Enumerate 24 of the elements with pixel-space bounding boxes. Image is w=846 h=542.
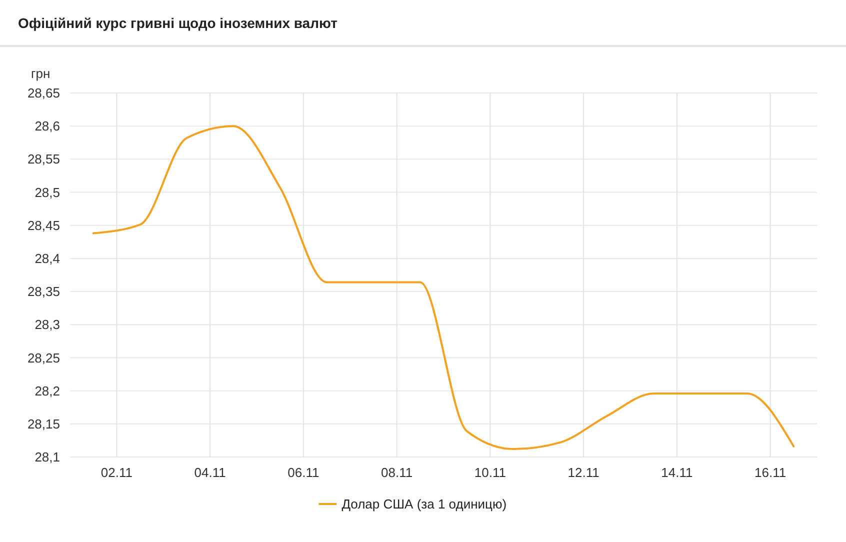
x-tick-label: 08.11 [381, 465, 413, 480]
y-tick-label: 28,6 [34, 118, 60, 134]
y-tick-label: 28,4 [34, 251, 60, 266]
y-tick-label: 28,45 [27, 218, 60, 233]
y-tick-label: 28,65 [27, 86, 60, 101]
y-tick-label: 28,35 [27, 284, 60, 300]
x-tick-label: 10.11 [474, 465, 506, 480]
chart-title: Офіційний курс гривні щодо іноземних валют [18, 15, 338, 31]
x-tick-label: 12.11 [568, 465, 600, 480]
y-tick-label: 28,2 [34, 383, 60, 398]
y-tick-label: 28,5 [34, 184, 60, 200]
y-tick-label: 28,25 [27, 350, 60, 366]
y-axis-title: грн [31, 66, 50, 81]
y-tick-label: 28,15 [27, 416, 60, 432]
y-tick-label: 28,1 [34, 450, 60, 465]
x-tick-label: 04.11 [194, 465, 226, 480]
x-tick-label: 16.11 [754, 465, 786, 480]
y-tick-label: 28,3 [34, 317, 60, 332]
legend-label: Долар США (за 1 одиницю) [342, 496, 507, 512]
line-series [92, 125, 795, 450]
x-tick-label: 02.11 [100, 465, 132, 480]
y-tick-label: 28,55 [27, 152, 60, 167]
x-tick-label: 14.11 [661, 465, 693, 480]
x-tick-label: 06.11 [288, 465, 320, 480]
